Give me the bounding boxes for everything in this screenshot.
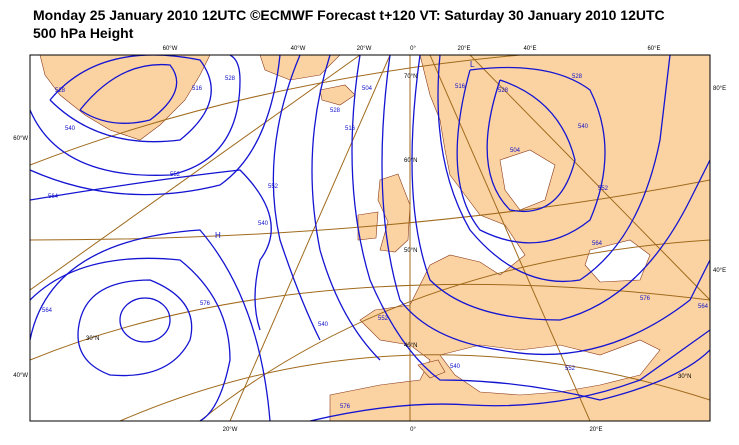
bottom-label: 20°W xyxy=(223,427,238,433)
contour-label: 528 xyxy=(225,76,236,82)
contour-label: 552 xyxy=(268,184,279,190)
contour-label: 516 xyxy=(192,86,203,92)
contour-label: 552 xyxy=(170,172,181,178)
contour-label: 564 xyxy=(48,194,59,200)
graticule-labels: 60°W 40°W 20°W 0° 20°E 40°E 60°E 20°W 0°… xyxy=(13,46,726,433)
contour-label: 552 xyxy=(598,186,609,192)
left-label: 40°W xyxy=(13,373,28,379)
contour-label: 576 xyxy=(340,404,351,410)
contour-labels: 528 516 528 540 552 564 552 540 528 516 504 564 540 5… xyxy=(42,74,709,410)
contour-label: 528 xyxy=(498,88,509,94)
lat-label: 40°N xyxy=(404,343,417,349)
high-center: H xyxy=(215,231,221,240)
top-label: 20°W xyxy=(357,46,372,52)
right-label: 40°E xyxy=(713,268,726,274)
contour-label: 540 xyxy=(318,322,329,328)
lat-label: 70°N xyxy=(404,74,417,80)
contour-label: 552 xyxy=(565,366,576,372)
top-label: 40°E xyxy=(523,46,536,52)
contour-label: 564 xyxy=(42,308,53,314)
lat-label: 60°N xyxy=(404,158,417,164)
contour-label: 540 xyxy=(65,126,76,132)
contour-label: 516 xyxy=(345,126,356,132)
contour-label: 552 xyxy=(378,316,389,322)
top-label: 60°E xyxy=(647,46,660,52)
map-frame xyxy=(29,54,711,422)
title: Monday 25 January 2010 12UTC ©ECMWF Fore… xyxy=(33,7,665,23)
contour-label: 540 xyxy=(450,364,461,370)
contour-label: 540 xyxy=(258,221,269,227)
contour-label: 540 xyxy=(578,124,589,130)
lat-label: 30°N xyxy=(86,336,99,342)
contour-label: 504 xyxy=(510,148,521,154)
bottom-label: 20°E xyxy=(589,427,602,433)
low-center: L xyxy=(470,60,475,69)
lat-label: 50°N xyxy=(404,248,417,254)
top-label: 40°W xyxy=(291,46,306,52)
top-label: 0° xyxy=(410,46,416,52)
contour-label: 516 xyxy=(455,84,466,90)
top-label: 20°E xyxy=(457,46,470,52)
top-label: 60°W xyxy=(163,46,178,52)
contour-label: 576 xyxy=(200,301,211,307)
bottom-label: 0° xyxy=(410,427,416,433)
right-label: 80°E xyxy=(713,86,726,92)
contour-label: 528 xyxy=(55,88,66,94)
lat-label: 30°N xyxy=(678,374,691,380)
contour-label: 576 xyxy=(640,296,651,302)
contour-label: 528 xyxy=(330,108,341,114)
map-area xyxy=(30,55,710,421)
left-label: 60°W xyxy=(13,136,28,142)
contour-label: 504 xyxy=(362,86,373,92)
contour-label: 564 xyxy=(592,241,603,247)
subtitle: 500 hPa Height xyxy=(33,25,134,41)
contour-label: 564 xyxy=(698,304,709,310)
contour-label: 528 xyxy=(572,74,583,80)
